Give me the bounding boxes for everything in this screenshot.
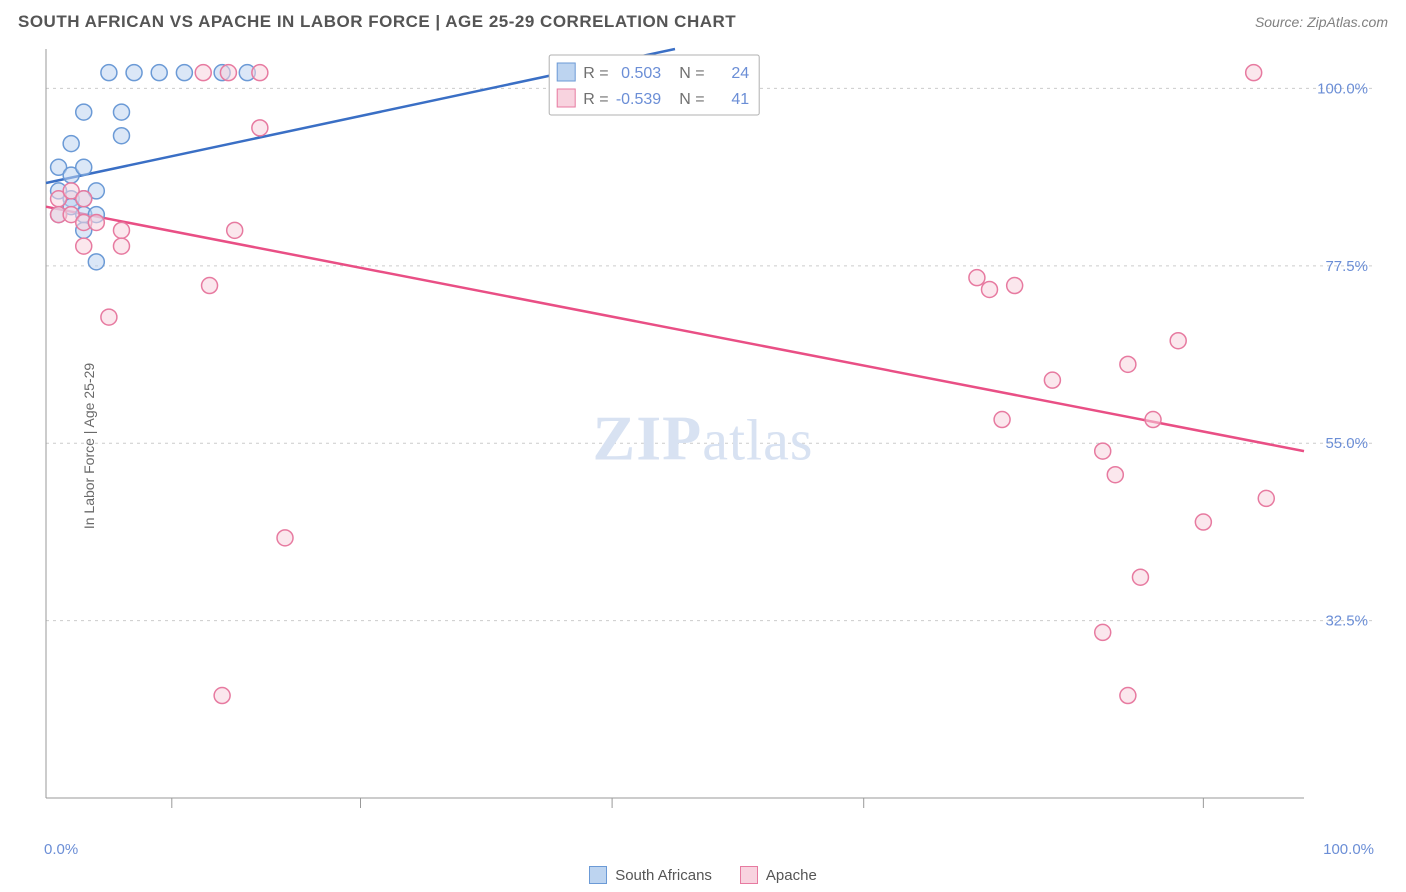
svg-text:N =: N = [679,65,704,82]
chart-area: 100.0% 77.5% 55.0% 32.5% R = 0.503 N = 24 R = -0.… [44,47,1374,816]
svg-text:N =: N = [679,91,704,108]
x-axis-extent: 0.0% 100.0% [44,841,1374,858]
chart-source: Source: ZipAtlas.com [1255,14,1388,30]
svg-text:24: 24 [731,65,749,82]
legend-item-apache: Apache [740,866,817,884]
svg-text:R =: R = [583,91,608,108]
chart-title: SOUTH AFRICAN VS APACHE IN LABOR FORCE |… [18,12,736,32]
scatter-chart: 100.0% 77.5% 55.0% 32.5% R = 0.503 N = 24 R = -0.… [44,47,1374,816]
legend-swatch [589,866,607,884]
x-min-label: 0.0% [44,841,78,858]
svg-text:R =: R = [583,65,608,82]
legend-label: South Africans [615,867,712,884]
chart-header: SOUTH AFRICAN VS APACHE IN LABOR FORCE |… [18,12,1388,32]
svg-text:0.503: 0.503 [621,65,661,82]
legend-label: Apache [766,867,817,884]
legend-item-south-africans: South Africans [589,866,712,884]
x-max-label: 100.0% [1323,841,1374,858]
svg-text:100.0%: 100.0% [1317,80,1368,97]
svg-text:77.5%: 77.5% [1325,258,1368,275]
svg-text:-0.539: -0.539 [616,91,661,108]
legend-swatch [740,866,758,884]
svg-text:32.5%: 32.5% [1325,613,1368,630]
svg-text:55.0%: 55.0% [1325,435,1368,452]
svg-text:41: 41 [731,91,749,108]
legend: South Africans Apache [0,866,1406,884]
